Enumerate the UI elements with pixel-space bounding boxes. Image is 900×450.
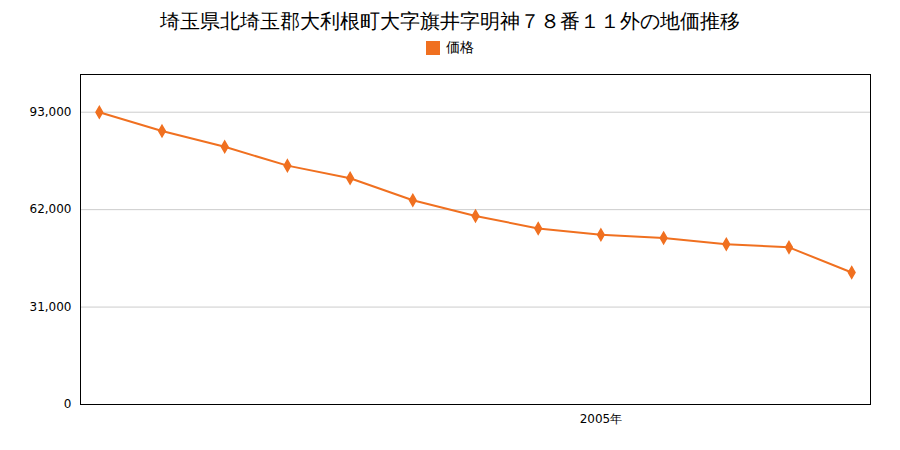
svg-text:0: 0	[64, 397, 72, 411]
html-text:価格: 価格	[446, 39, 474, 55]
svg-text:31,000: 31,000	[30, 300, 72, 314]
html-text:埼玉県北埼玉郡大利根町大字旗井字明神７８番１１外の地価推移: 埼玉県北埼玉郡大利根町大字旗井字明神７８番１１外の地価推移	[160, 9, 740, 33]
svg-text:62,000: 62,000	[30, 202, 72, 216]
svg-text:2005年: 2005年	[580, 412, 623, 426]
svg-text:93,000: 93,000	[30, 105, 72, 119]
